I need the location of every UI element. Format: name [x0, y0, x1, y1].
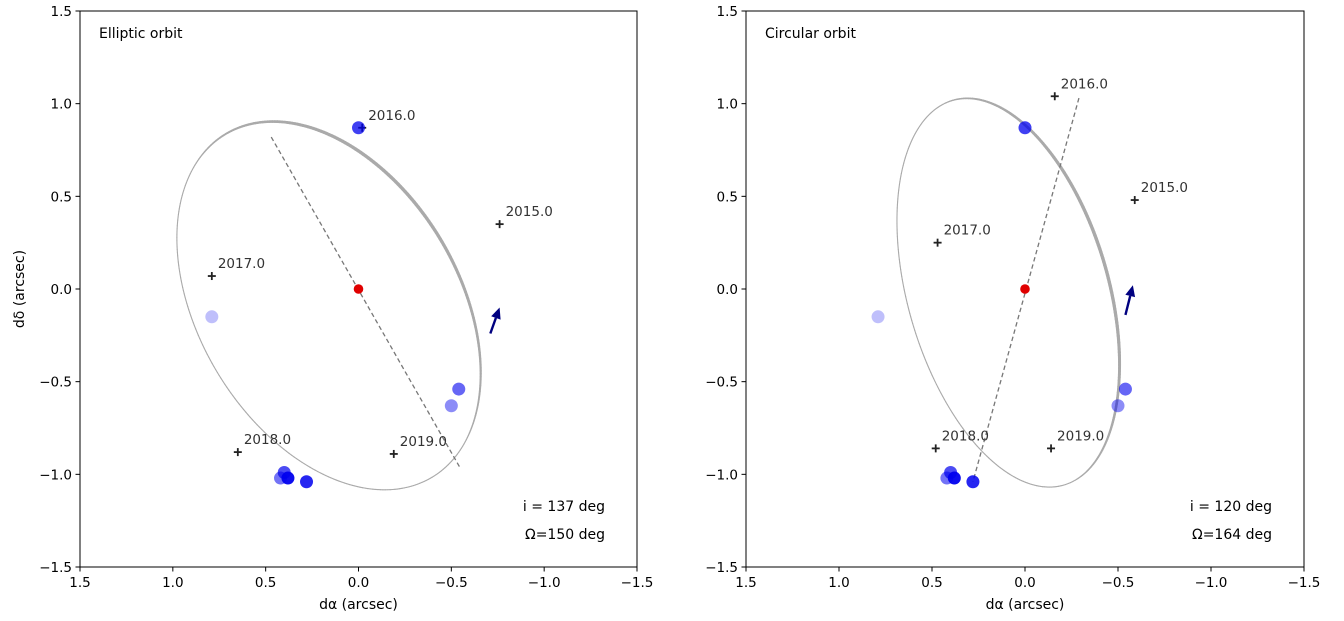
epoch-marker [389, 449, 398, 458]
motion-arrow [1124, 285, 1136, 316]
x-axis-label: dα (arcsec) [319, 597, 398, 613]
observation-point [205, 310, 219, 324]
epoch-label: 2017.0 [218, 256, 265, 272]
panel-title: Circular orbit [765, 26, 856, 42]
epoch-marker [233, 448, 242, 457]
y-tick-label: −0.5 [705, 375, 738, 391]
x-tick-label: 1.0 [162, 575, 183, 591]
y-tick-label: −1.0 [705, 467, 738, 483]
orbit-parameter-label: i = 120 deg [1190, 499, 1272, 515]
observation-point [1118, 382, 1132, 396]
elliptic-orbit-panel: 2015.0 2016.0 2017.0 2018.0 2019.0 1.5 1.5 1.0 1… [12, 4, 653, 613]
primary-star [353, 284, 364, 294]
x-tick-label: 0.0 [1014, 575, 1035, 591]
primary-star [1020, 284, 1030, 294]
y-tick-label: 1.0 [717, 97, 738, 113]
orbit-track [896, 97, 1122, 488]
x-tick-label: 1.0 [828, 575, 849, 591]
y-tick-label: −1.5 [705, 560, 738, 576]
epoch-label: 2015.0 [1141, 180, 1188, 196]
x-tick-label: −0.5 [1102, 575, 1135, 591]
epoch-marker [1130, 196, 1139, 205]
epoch-label: 2016.0 [1061, 76, 1108, 92]
orbit-track [176, 120, 482, 491]
observation-point [352, 121, 365, 135]
panel-title: Elliptic orbit [99, 26, 183, 42]
orbit-parameter-label: i = 137 deg [523, 499, 605, 515]
epoch-label: 2015.0 [506, 204, 553, 220]
y-tick-label: −1.0 [39, 467, 72, 483]
y-tick-label: −0.5 [39, 375, 72, 391]
y-tick-label: 0.5 [717, 189, 738, 205]
y-tick-label: 1.5 [51, 4, 72, 20]
circular-orbit-panel: 2015.0 2016.0 2017.0 2018.0 2019.0 1.5 1.5 1.0 1… [705, 4, 1320, 613]
line-of-nodes [270, 136, 462, 470]
epoch-marker [1050, 92, 1059, 101]
orbit-parameter-label: Ω=164 deg [1192, 527, 1272, 543]
observation-point [281, 471, 295, 485]
epoch-marker [931, 444, 940, 453]
observation-point [1018, 121, 1032, 135]
epoch-label: 2019.0 [400, 434, 447, 450]
y-tick-label: 0.5 [51, 189, 72, 205]
motion-arrow [489, 307, 501, 334]
y-axis-label: dδ (arcsec) [12, 250, 28, 328]
x-tick-label: 0.0 [348, 575, 369, 591]
x-tick-label: 1.5 [69, 575, 90, 591]
x-axis-label: dα (arcsec) [986, 597, 1065, 613]
x-tick-label: −1.0 [528, 575, 561, 591]
epoch-marker [495, 220, 504, 229]
orbit-parameter-label: Ω=150 deg [525, 527, 605, 543]
y-tick-label: 1.5 [717, 4, 738, 20]
x-tick-label: −1.5 [621, 575, 654, 591]
epoch-label: 2018.0 [244, 432, 291, 448]
epoch-label: 2017.0 [944, 223, 991, 239]
y-tick-label: −1.5 [39, 560, 72, 576]
epoch-marker [1047, 444, 1056, 453]
x-tick-label: 0.5 [921, 575, 942, 591]
plot-content [176, 120, 504, 491]
epoch-marker [933, 238, 942, 247]
observation-point [444, 399, 458, 413]
observation-point [300, 475, 314, 489]
observation-point [966, 475, 980, 489]
observation-point [871, 310, 885, 324]
epoch-label: 2016.0 [368, 108, 415, 124]
epoch-label: 2019.0 [1057, 428, 1104, 444]
y-tick-label: 0.0 [717, 282, 738, 298]
observation-point [1111, 399, 1125, 413]
observation-point [452, 382, 466, 396]
y-tick-label: 1.0 [51, 97, 72, 113]
plot-content [871, 92, 1139, 489]
x-tick-label: 0.5 [255, 575, 276, 591]
x-tick-label: −1.0 [1195, 575, 1228, 591]
observation-point [947, 471, 961, 485]
x-tick-label: −0.5 [435, 575, 468, 591]
x-tick-label: 1.5 [735, 575, 756, 591]
x-tick-label: −1.5 [1288, 575, 1321, 591]
y-tick-label: 0.0 [51, 282, 72, 298]
epoch-marker [207, 272, 216, 281]
epoch-label: 2018.0 [942, 428, 989, 444]
